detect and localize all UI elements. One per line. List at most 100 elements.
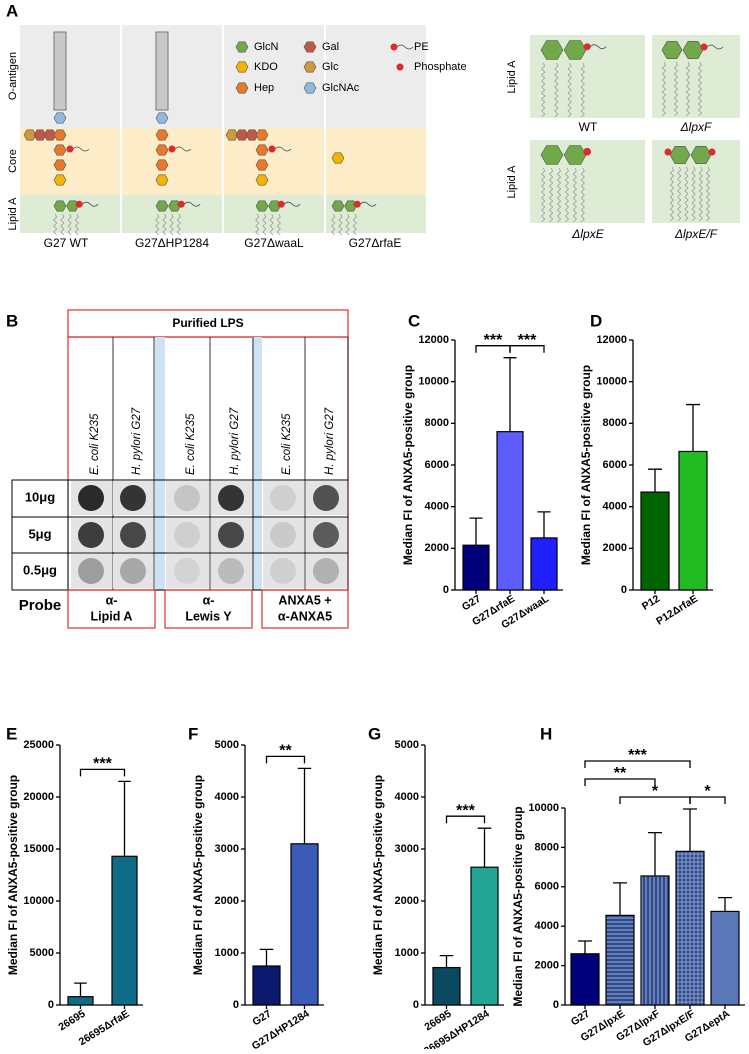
probe-name: α-ANXA5 [278,609,332,623]
acyl-chain [669,166,675,222]
pe-chain [283,201,301,207]
sugar [331,200,345,212]
panel-letter: G [368,724,381,743]
y-axis-title: Median FI of ANXA5-positive group [191,775,205,975]
acyl-chain [60,213,65,236]
blot-dot [120,485,146,511]
y-tick-label: 1000 [215,947,239,959]
row-label: 5μg [28,526,51,541]
y-tick-label: 8000 [535,841,559,853]
bar [462,544,490,591]
y-tick-label: 12000 [596,334,627,346]
pe-chain [706,44,724,50]
row-label-box [11,479,69,591]
bar [640,491,670,591]
lipid-a-axis-label: Lipid A [506,60,518,94]
sugar [235,61,249,73]
blot-grid: E. coli K235 H. pylori G27 E. coli K235 H. … [12,337,349,629]
sugar [225,129,239,141]
sugar [53,112,67,124]
variant-label: WT [579,120,598,134]
sugar [540,145,564,165]
blot-dot [313,558,339,584]
phosphate [396,63,404,71]
bar [605,914,635,1006]
y-tick-label: 3000 [215,843,239,855]
significance-bracket [584,760,691,768]
sugar [235,129,249,141]
lane-label: H. pylori G27 [324,407,336,475]
y-tick-label: 2000 [535,960,559,972]
y-tick-label: 6000 [603,459,627,471]
y-tick-label: 0 [621,584,627,596]
significance-bracket [509,345,545,353]
phosphate [583,43,591,51]
legend-label: Glc [322,61,339,73]
legend-label: Gal [322,41,339,53]
bar [675,850,705,1006]
sugar [563,40,587,60]
error-bar [259,948,274,966]
panel-letter: H [540,724,552,743]
probe-name: α- [203,593,215,607]
sugar [331,152,345,164]
blot-frame [67,336,349,591]
y-tick-label: 20000 [23,791,54,803]
sugar [303,61,317,73]
sugar [66,200,79,212]
phosphate [277,200,285,208]
phosphate [390,43,398,51]
lane-label: H. pylori G27 [229,407,241,475]
title-box [67,309,349,338]
y-tick-label: 25000 [23,739,54,751]
pe-chain [274,146,292,152]
y-axis-title: Median FI of ANXA5-positive group [371,775,385,975]
bar [710,910,740,1006]
sugar [33,129,47,141]
y-axis-title: Median FI of ANXA5-positive group [511,806,525,1006]
y-tick-label: 8000 [603,417,627,429]
pe-chain [396,44,414,50]
y-tick-label: 4000 [603,501,627,513]
acyl-chain [53,213,58,236]
y-tick-label: 4000 [425,501,449,513]
y-tick-label: 8000 [425,417,449,429]
acyl-chain [331,213,336,236]
sugar [155,174,169,186]
legend-label: Phosphate [414,61,467,73]
blot-dot [78,485,104,511]
y-tick-label: 5000 [30,947,54,959]
sugar [255,129,269,141]
phosphate [75,200,83,208]
blot-dot [313,522,339,548]
x-tick-label: G27 [460,593,483,614]
sugar [344,200,357,212]
acyl-chain [567,62,572,118]
pe-chain [359,201,377,207]
significance-label: *** [484,332,503,349]
y-tick-label: 4000 [215,791,239,803]
acyl-chain [541,167,546,223]
acyl-chain [345,213,350,236]
sugar [255,200,269,212]
legend-label: PE [414,41,429,53]
error-bar [578,940,592,954]
blot-dot [174,558,200,584]
significance-label: ** [279,743,292,760]
pe-chain [589,44,607,50]
strain-label: G27ΔHP1284 [135,236,209,250]
legend-label: Hep [254,82,274,94]
x-tick-label: G27 [569,1008,592,1029]
blot-dot [218,558,244,584]
acyl-chain [677,166,682,222]
acyl-chain [698,166,703,222]
error-bar [477,827,492,868]
region-label: Core [7,149,19,173]
panel-letter: D [590,311,602,330]
phosphate [66,145,74,153]
acyl-chain [572,167,577,223]
sugar [155,144,169,156]
y-tick-label: 5000 [215,739,239,751]
acyl-chain [554,62,559,118]
y-tick-label: 2000 [603,542,627,554]
